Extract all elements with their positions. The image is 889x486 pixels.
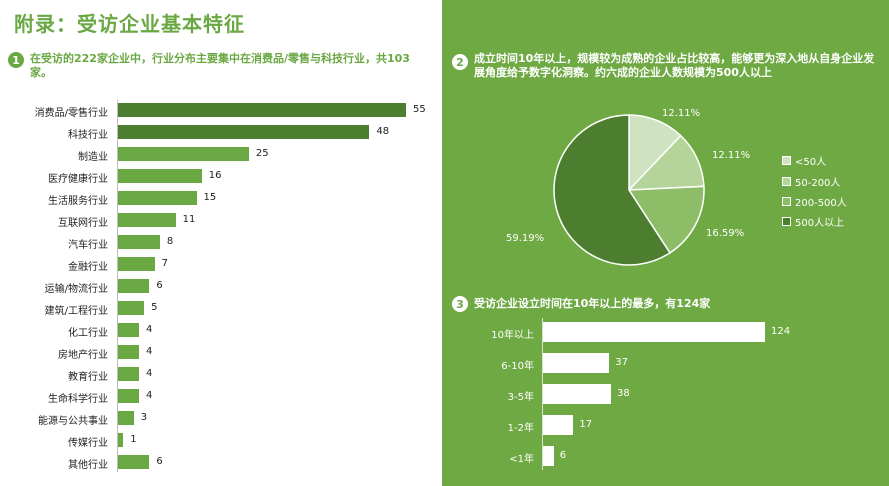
industry-value-label: 6 [156,280,163,291]
pie-label-200-500: 16.59% [706,228,745,239]
legend-swatch-under50 [782,156,791,165]
industry-label: 传媒行业 [68,438,108,449]
industry-axis [117,100,118,472]
industry-bar [118,345,139,359]
industry-value-label: 4 [145,368,153,379]
industry-value-label: 4 [145,324,153,335]
industry-value-label: 25 [255,148,269,159]
year-bar [543,322,765,342]
year-label: 1-2年 [507,423,534,434]
section1-heading: 在受访的222家企业中，行业分布主要集中在消费品/零售与科技行业，共103家。 [30,52,410,79]
legend-label-200-500: 200-500人 [795,198,847,209]
legend-50-200: 50-200人 [782,174,840,189]
year-label: 10年以上 [491,330,534,341]
industry-label: 其他行业 [68,460,108,471]
section3-heading: 受访企业设立时间在10年以上的最多，有124家 [474,297,711,310]
pie-label-500plus: 59.19% [506,233,545,244]
industry-value-label: 55 [413,104,426,115]
industry-label: 生命科学行业 [48,394,108,405]
industry-label: 建筑/工程行业 [44,306,108,317]
legend-500plus: 500人以上 [782,214,844,229]
industry-label: 消费品/零售行业 [34,108,108,119]
legend-under50: <50人 [782,153,826,168]
page-title: 附录：受访企业基本特征 [14,12,245,36]
year-value-label: 17 [579,419,593,430]
year-label: 6-10年 [501,361,534,372]
industry-label: 汽车行业 [68,240,108,251]
industry-value-label: 48 [376,126,390,137]
industry-label: 运输/物流行业 [44,284,108,295]
legend-swatch-500plus [782,217,791,226]
year-value-label: 38 [617,388,630,399]
industry-bar [118,323,139,337]
industry-panel: 1 在受访的222家企业中，行业分布主要集中在消费品/零售与科技行业，共103家… [0,40,442,486]
industry-label: 化工行业 [68,328,108,339]
industry-bar [118,257,155,271]
legend-200-500: 200-500人 [782,194,847,209]
industry-label: 制造业 [78,152,108,163]
industry-label: 能源与公共事业 [38,416,108,427]
industry-label: 教育行业 [68,372,108,383]
year-label: 3-5年 [507,392,534,403]
legend-label-500plus: 500人以上 [795,218,845,229]
industry-bar [118,147,249,161]
pie-label-under50: 12.11% [662,108,701,119]
industry-bar [118,235,160,249]
industry-value-label: 4 [145,390,153,401]
year-value-label: 6 [559,450,567,461]
industry-bar [118,455,150,469]
year-axis [542,318,543,470]
section2-heading: 成立时间10年以上，规模较为成熟的企业占比较高，能够更为深入地从自身企业发展角度… [474,52,875,79]
industry-bar [118,279,150,293]
year-bar [543,353,610,373]
industry-value-label: 3 [140,412,148,423]
year-label: <1年 [509,454,534,465]
section-number-1: 1 [8,52,24,68]
year-bar [543,446,554,466]
industry-bar [118,213,176,227]
legend-label-under50: <50人 [795,157,827,168]
industry-bar [118,169,202,183]
section-number-3: 3 [452,296,468,312]
industry-bar [118,367,139,381]
industry-bar [118,411,134,425]
industry-bar [118,301,145,315]
year-value-label: 124 [771,326,791,337]
pie-slice [627,185,705,254]
industry-label: 医疗健康行业 [48,174,108,185]
industry-value-label: 16 [208,170,222,181]
legend-swatch-50-200 [782,177,791,186]
industry-label: 金融行业 [68,262,108,273]
pie-label-50-200: 12.11% [712,150,751,161]
year-value-label: 37 [615,357,628,368]
industry-bar [118,389,139,403]
section-number-2: 2 [452,54,468,70]
industry-value-label: 11 [182,214,196,225]
legend-swatch-200-500 [782,197,791,206]
industry-value-label: 8 [166,236,174,247]
year-bar [543,384,612,404]
industry-value-label: 15 [203,192,217,203]
employee-pie-chart [553,114,705,266]
industry-bar [118,191,197,205]
industry-label: 互联网行业 [58,218,108,229]
year-bar [543,415,574,435]
industry-value-label: 7 [161,258,169,269]
company-panel: 2 成立时间10年以上，规模较为成熟的企业占比较高，能够更为深入地从自身企业发展… [442,0,889,486]
pie-slice [553,114,671,266]
industry-label: 生活服务行业 [48,196,108,207]
industry-value-label: 6 [156,456,163,467]
industry-value-label: 1 [130,434,137,445]
industry-value-label: 5 [151,302,158,313]
industry-bar [118,433,124,447]
industry-label: 科技行业 [68,130,108,141]
legend-label-50-200: 50-200人 [795,178,841,189]
industry-label: 房地产行业 [58,350,108,361]
industry-value-label: 4 [145,346,153,357]
industry-bar [118,125,370,139]
industry-bar [118,103,406,117]
